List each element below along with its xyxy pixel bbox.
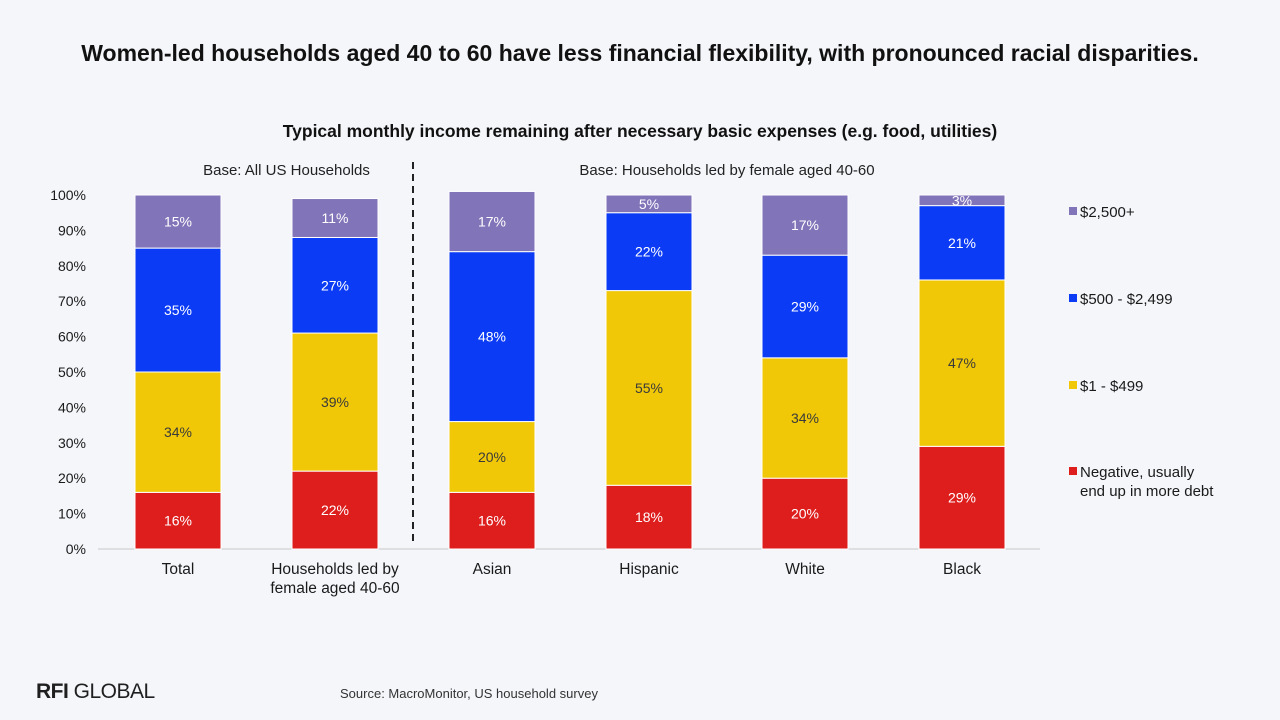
y-tick-label: 70% xyxy=(58,293,86,309)
data-label: 18% xyxy=(635,509,663,525)
bar-segment xyxy=(918,445,1006,550)
y-tick-label: 60% xyxy=(58,329,86,345)
legend-label: $1 - $499 xyxy=(1080,378,1143,395)
legend-label: $2,500+ xyxy=(1080,204,1135,221)
bar-segment xyxy=(918,279,1006,447)
bar-segment xyxy=(448,190,536,253)
data-label: 47% xyxy=(948,355,976,371)
logo-part1: RFI xyxy=(36,680,69,703)
data-label: 34% xyxy=(164,424,192,440)
legend-label: end up in more debt xyxy=(1080,483,1214,500)
group-label: Base: All US Households xyxy=(203,162,370,179)
y-tick-label: 80% xyxy=(58,258,86,274)
rfi-global-logo: RFI GLOBAL xyxy=(36,680,155,704)
group-label: Base: Households led by female aged 40-6… xyxy=(579,162,874,179)
bar-segment xyxy=(605,212,693,292)
data-label: 29% xyxy=(948,490,976,506)
logo-part2: GLOBAL xyxy=(73,680,156,703)
y-tick-label: 100% xyxy=(50,187,86,203)
bar-segment xyxy=(761,357,849,479)
data-label: 22% xyxy=(635,244,663,260)
legend-label: Negative, usually xyxy=(1080,464,1195,481)
legend-swatch xyxy=(1069,467,1077,475)
data-label: 21% xyxy=(948,235,976,251)
y-tick-label: 40% xyxy=(58,399,86,415)
data-label: 11% xyxy=(322,210,349,226)
bar-segment xyxy=(605,484,693,550)
x-tick-label: Black xyxy=(943,561,981,578)
data-label: 39% xyxy=(321,394,349,410)
data-label: 48% xyxy=(478,329,506,345)
legend-label: $500 - $2,499 xyxy=(1080,291,1173,308)
bar-segment xyxy=(134,247,222,373)
bar-segment xyxy=(918,205,1006,281)
chart-title: Typical monthly income remaining after n… xyxy=(282,121,998,141)
bar-segment xyxy=(605,290,693,486)
bar-segment xyxy=(291,198,379,238)
data-label: 27% xyxy=(321,277,349,293)
y-tick-label: 30% xyxy=(58,435,86,451)
data-label: 3% xyxy=(952,192,972,208)
bar-segment xyxy=(761,194,849,256)
data-label: 16% xyxy=(164,513,192,529)
data-label: 34% xyxy=(791,410,819,426)
x-tick-label: female aged 40-60 xyxy=(270,580,400,597)
bar-segment xyxy=(761,254,849,359)
bar-segment xyxy=(448,251,536,423)
y-tick-label: 20% xyxy=(58,470,86,486)
bar-segment xyxy=(605,194,693,214)
bar-segment xyxy=(134,371,222,493)
bar-segment xyxy=(291,470,379,550)
bar-segment xyxy=(448,421,536,493)
bar-segment xyxy=(918,194,1006,207)
data-label: 22% xyxy=(321,502,349,518)
x-tick-label: Households led by xyxy=(271,561,399,578)
y-tick-label: 90% xyxy=(58,222,86,238)
data-label: 17% xyxy=(791,217,819,233)
bar-segment xyxy=(448,491,536,550)
data-label: 15% xyxy=(164,214,192,230)
bar-segment xyxy=(134,491,222,550)
x-tick-label: Total xyxy=(162,561,195,578)
source-note: Source: MacroMonitor, US household surve… xyxy=(340,686,598,701)
y-tick-label: 10% xyxy=(58,506,86,522)
data-label: 20% xyxy=(791,506,819,522)
x-tick-label: Asian xyxy=(473,561,512,578)
legend-swatch xyxy=(1069,294,1077,302)
y-tick-label: 0% xyxy=(66,541,86,557)
data-label: 20% xyxy=(478,449,506,465)
data-label: 29% xyxy=(791,299,819,315)
data-label: 17% xyxy=(478,214,506,230)
bar-segment xyxy=(761,477,849,550)
data-label: 35% xyxy=(164,302,192,318)
legend-swatch xyxy=(1069,207,1077,215)
x-tick-label: Hispanic xyxy=(619,561,679,578)
y-tick-label: 50% xyxy=(58,364,86,380)
data-label: 55% xyxy=(635,380,663,396)
legend-swatch xyxy=(1069,381,1077,389)
page-headline: Women-led households aged 40 to 60 have … xyxy=(81,40,1199,66)
bar-segment xyxy=(134,194,222,249)
data-label: 5% xyxy=(639,196,659,212)
bar-segment xyxy=(291,332,379,472)
x-tick-label: White xyxy=(785,561,825,578)
bar-segment xyxy=(291,236,379,334)
data-label: 16% xyxy=(478,513,506,529)
